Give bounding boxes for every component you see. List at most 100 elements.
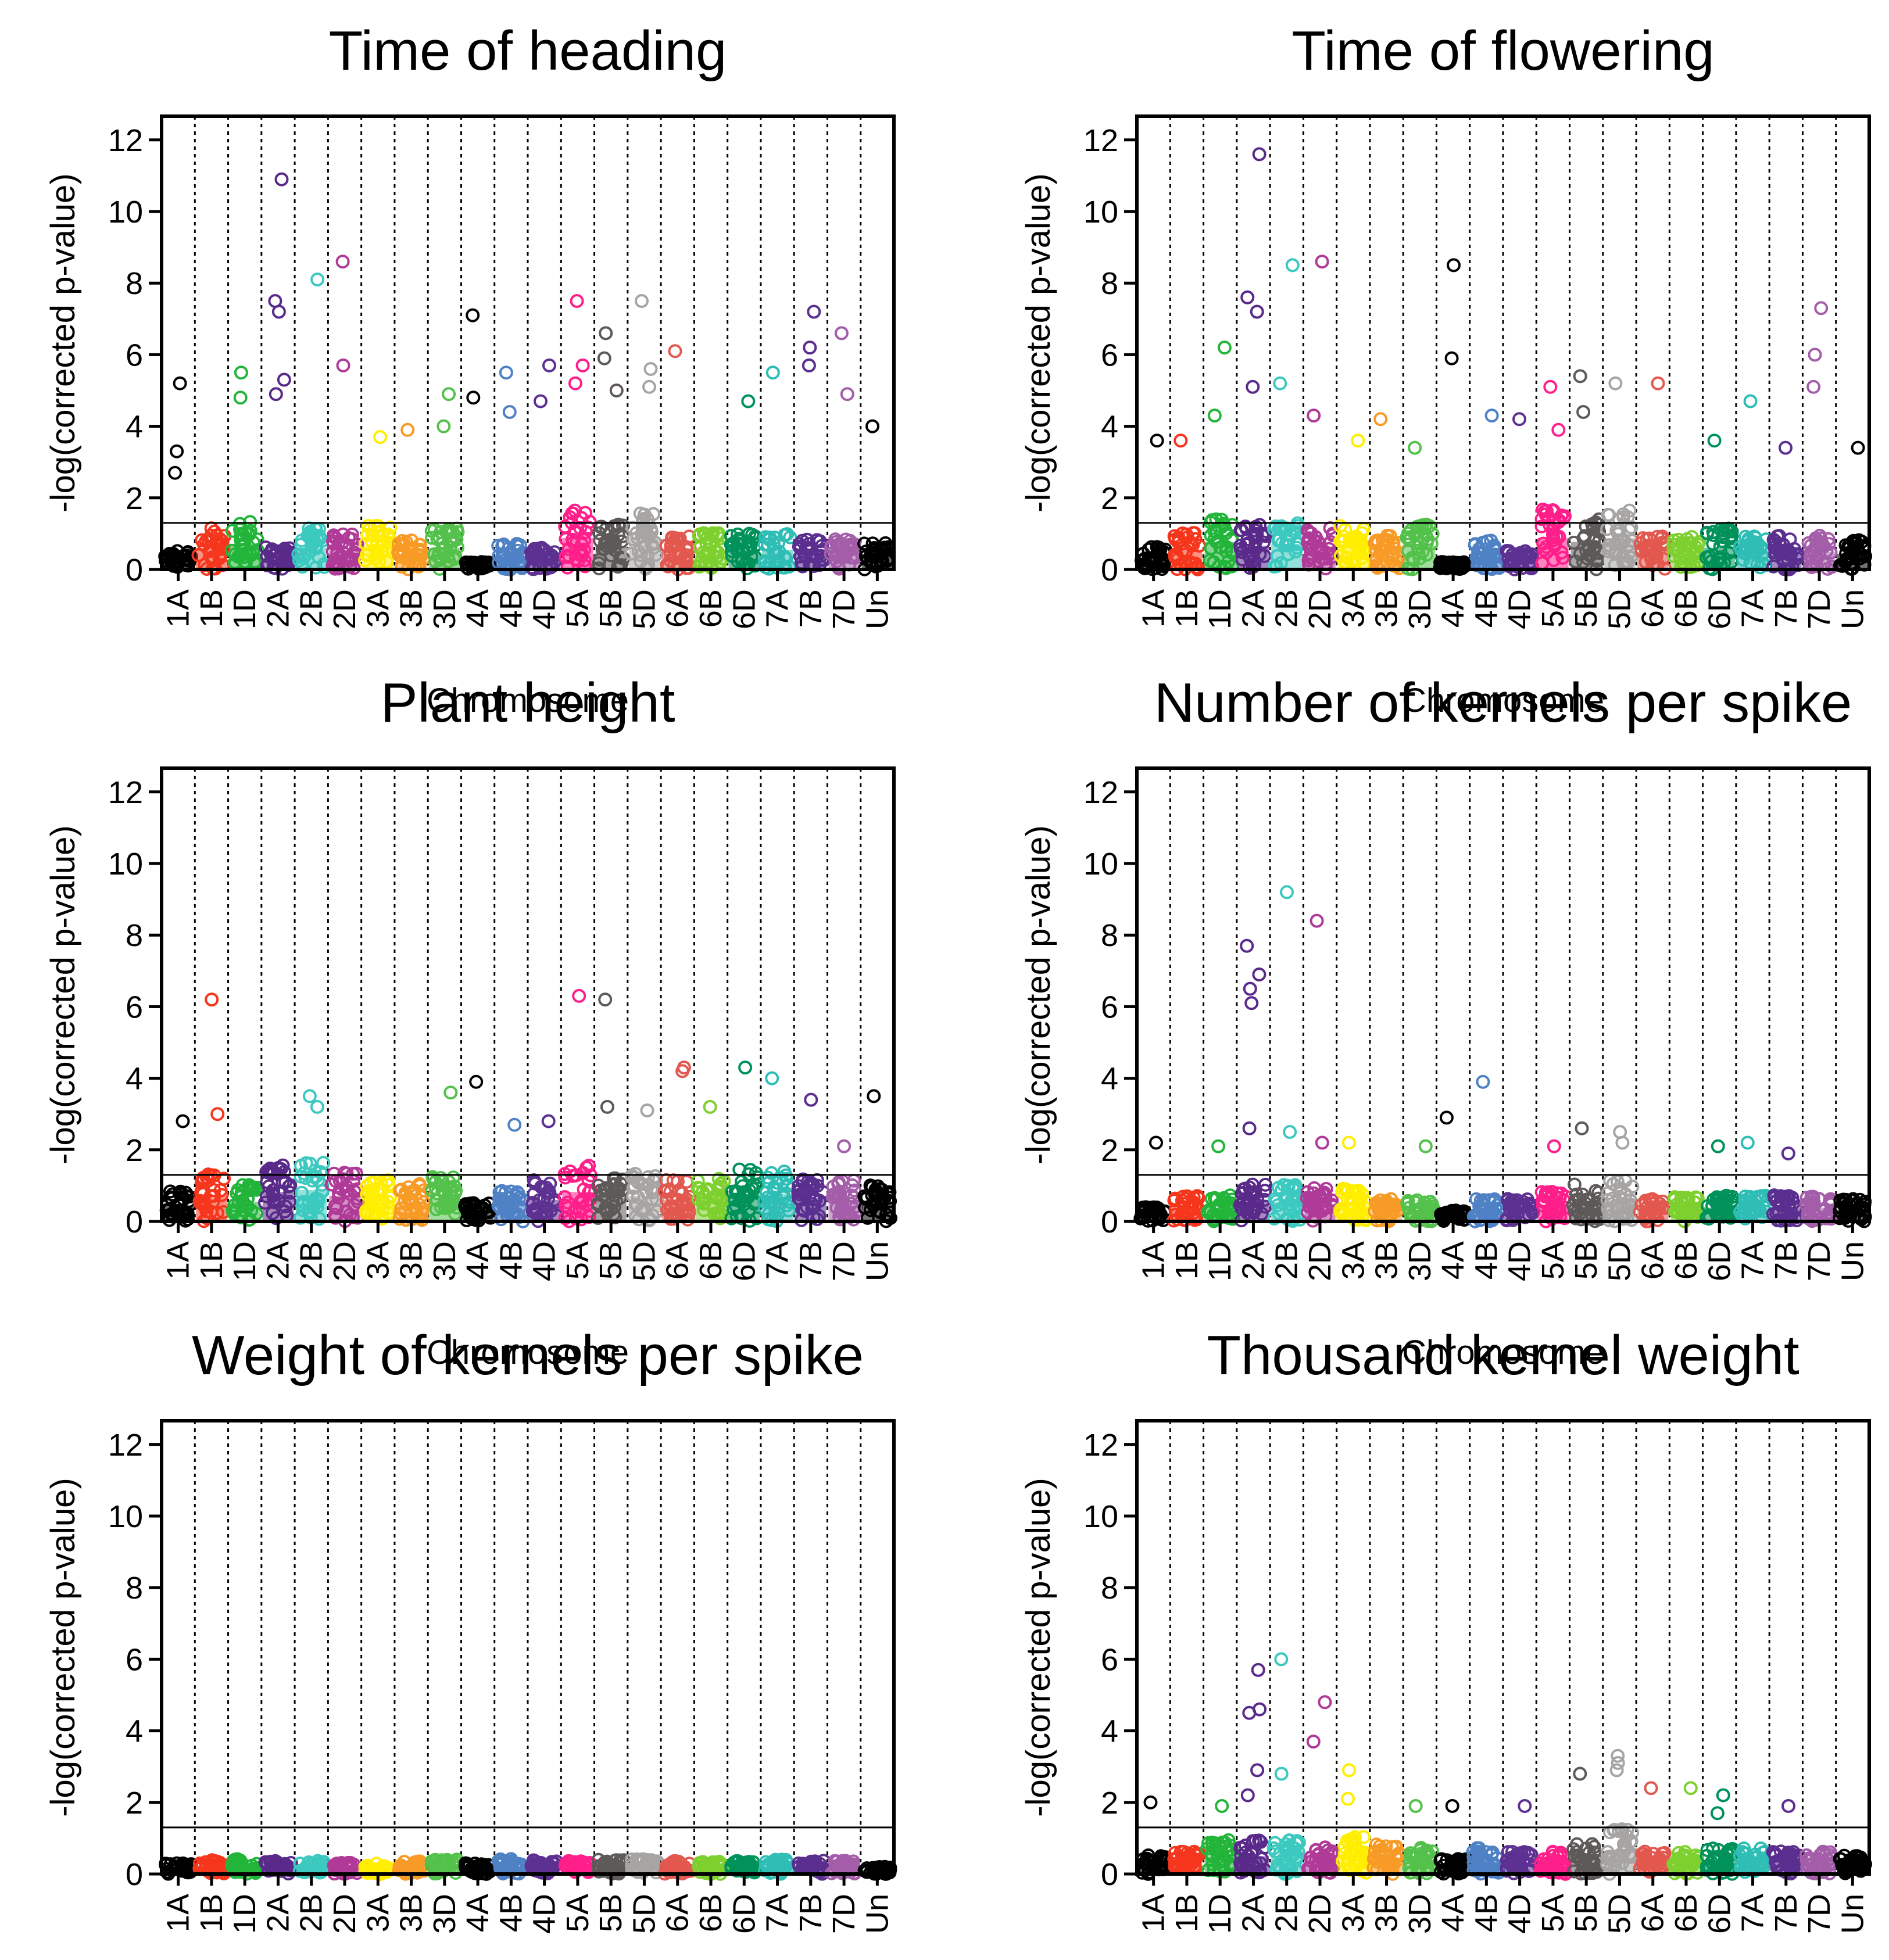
snp-cluster-4a	[1437, 1215, 1469, 1221]
snp-cluster-1d	[1204, 542, 1236, 569]
snp-peak-7a	[765, 366, 780, 380]
snp-peak-1a	[168, 465, 183, 480]
x-tick-label-2b: 2B	[1269, 1241, 1304, 1280]
snp-peak-4a	[466, 308, 480, 323]
snp-peak-3a	[1341, 1135, 1356, 1150]
snp-point-2b	[304, 533, 319, 548]
snp-cluster-2a	[1237, 1202, 1269, 1221]
snp-point-7b	[1772, 529, 1787, 543]
snp-cluster-2a	[262, 1192, 294, 1221]
snp-cluster-5d	[1604, 538, 1636, 569]
x-tick-label-4d: 4D	[527, 1241, 562, 1281]
snp-cluster-2a	[262, 1867, 294, 1874]
snp-peak-7d	[1814, 301, 1829, 316]
snp-cluster-7d	[1804, 551, 1835, 569]
y-axis-label: -log(corrected p-value)	[44, 1478, 82, 1816]
snp-peak-2a	[1240, 938, 1254, 953]
snp-cluster-7d	[828, 553, 860, 569]
snp-cluster-2a	[262, 557, 294, 569]
snp-peak-5a	[572, 988, 586, 1003]
snp-point-5d	[1625, 1180, 1640, 1194]
snp-peak-1d	[1211, 1139, 1226, 1153]
x-tick-label-2b: 2B	[1269, 589, 1304, 628]
y-tick-label: 10	[108, 195, 143, 230]
snp-point-un	[875, 1183, 889, 1197]
snp-point-1b	[1188, 532, 1203, 546]
x-tick-label-7a: 7A	[1736, 1241, 1770, 1280]
snp-peak-5d	[640, 1103, 654, 1117]
snp-peak-1a	[170, 444, 184, 458]
snp-cluster-7b	[795, 1198, 827, 1221]
snp-point-6a	[1649, 1194, 1663, 1209]
y-tick-label: 2	[126, 1133, 143, 1168]
snp-point-2b	[1288, 1841, 1303, 1856]
snp-point-4d	[1524, 1847, 1539, 1862]
snp-peak-6a	[1651, 376, 1665, 390]
x-tick-label-6a: 6A	[660, 1894, 695, 1932]
snp-point-3d	[1401, 1194, 1415, 1208]
x-tick-label-3a: 3A	[360, 1241, 395, 1280]
snp-point-3a	[1351, 1184, 1366, 1198]
snp-point-4b	[504, 1852, 518, 1866]
snp-point-7d	[831, 1187, 846, 1201]
snp-cluster-4a	[462, 1212, 493, 1221]
snp-peak-5a	[575, 358, 590, 372]
x-tick-label-7a: 7A	[760, 1894, 795, 1932]
snp-peak-1a	[1149, 1135, 1163, 1150]
snp-point-5d	[1622, 503, 1637, 518]
x-tick-label-6a: 6A	[660, 1241, 695, 1280]
snp-point-3a	[375, 528, 389, 542]
snp-point-6d	[1725, 529, 1739, 543]
snp-point-2d	[327, 528, 341, 543]
snp-peak-2a	[1243, 981, 1257, 996]
snp-cluster-7b	[795, 1867, 827, 1874]
snp-peak-5a	[1547, 1139, 1561, 1153]
snp-point-6b	[1668, 1190, 1682, 1205]
y-tick-label: 4	[126, 1062, 143, 1097]
snp-point-4d	[543, 1176, 557, 1191]
snp-peak-4b	[1476, 1074, 1490, 1089]
snp-point-2b	[294, 1169, 308, 1184]
snp-peak-7a	[765, 1071, 779, 1085]
snp-cluster-5d	[628, 1195, 660, 1221]
snp-peak-3d	[1418, 1139, 1433, 1153]
snp-peak-6d	[741, 394, 756, 409]
snp-point-1a	[178, 1185, 193, 1200]
y-tick-label: 12	[108, 123, 143, 158]
snp-point-3d	[1414, 1847, 1428, 1861]
snp-peak-1b	[1174, 433, 1188, 448]
y-tick-label: 0	[126, 1205, 143, 1239]
x-tick-label-6b: 6B	[693, 1894, 728, 1932]
snp-point-3d	[1422, 519, 1437, 533]
x-tick-label-1b: 1B	[194, 1894, 229, 1932]
snp-point-7d	[1813, 531, 1828, 546]
snp-point-2a	[283, 1178, 298, 1192]
snp-cluster-4b	[495, 1866, 527, 1874]
snp-point-7a	[1748, 535, 1762, 550]
snp-cluster-7d	[828, 1867, 860, 1874]
snp-peak-2b	[310, 1099, 324, 1114]
snp-cluster-1a	[163, 1868, 194, 1874]
snp-peak-un	[867, 1089, 881, 1103]
snp-cluster-4b	[1471, 553, 1502, 569]
x-tick-label-5b: 5B	[1569, 589, 1604, 628]
snp-cluster-5a	[1537, 538, 1569, 569]
snp-cluster-7a	[1737, 1207, 1769, 1221]
x-tick-label-7b: 7B	[1769, 1241, 1804, 1280]
snp-point-6d	[1700, 526, 1715, 540]
snp-point-2d	[337, 1166, 352, 1180]
snp-point-1b	[209, 534, 224, 549]
x-tick-label-1a: 1A	[1136, 589, 1171, 628]
snp-point-5b	[606, 1171, 621, 1186]
x-axis-label: Chromosome	[1402, 682, 1604, 719]
x-tick-label-un: Un	[860, 1894, 895, 1934]
snp-cluster-2d	[1304, 547, 1336, 569]
snp-point-2a	[1247, 1185, 1261, 1199]
snp-point-5d	[645, 525, 659, 539]
snp-cluster-2a	[1237, 546, 1269, 569]
snp-peak-2b	[302, 1089, 317, 1103]
snp-cluster-1d	[1204, 1856, 1236, 1874]
snp-point-3a	[383, 521, 398, 535]
snp-cluster-3d	[1404, 546, 1436, 569]
